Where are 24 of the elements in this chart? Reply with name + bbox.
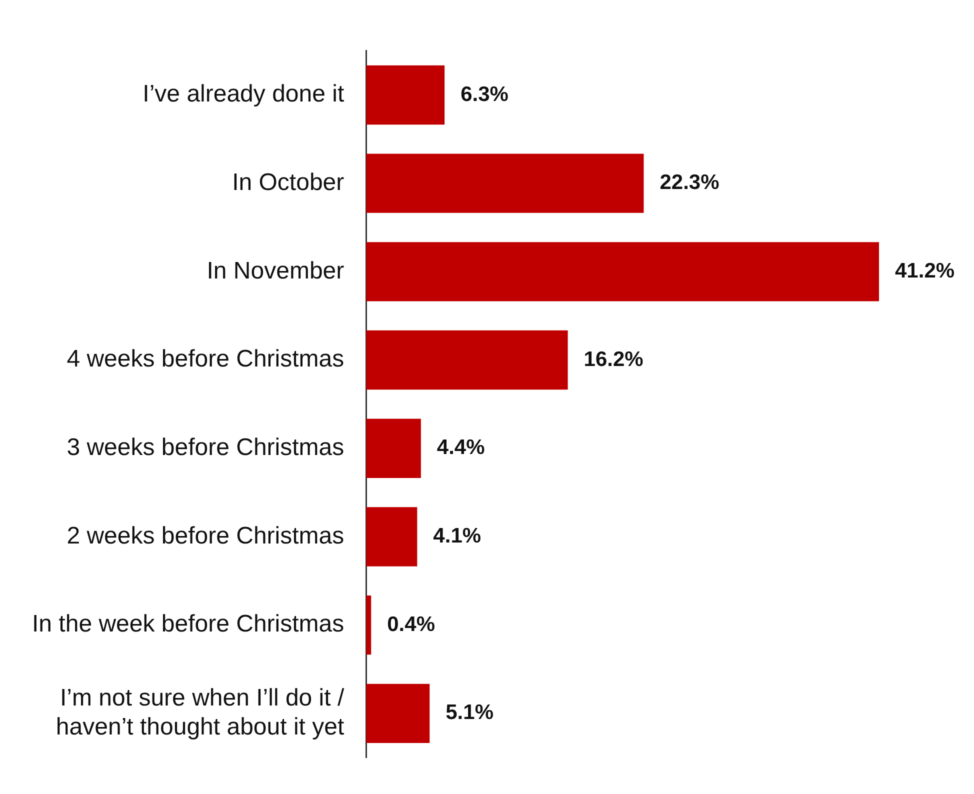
bar — [366, 65, 445, 125]
y-tick-label: I’m not sure when I’ll do it / haven’t thought about it yet — [56, 684, 344, 740]
bar — [366, 595, 372, 655]
data-label: 4.4% — [436, 436, 486, 460]
data-label: 6.3% — [460, 82, 509, 106]
data-label: 22.3% — [660, 171, 720, 194]
data-label: 16.2% — [584, 348, 644, 371]
y-tick-label: In the week before Christmas — [32, 610, 344, 638]
data-label: 0.4% — [387, 612, 436, 636]
y-tick-label: 2 weeks before Christmas — [66, 522, 344, 550]
bar — [366, 242, 879, 302]
y-tick-label: In November — [206, 257, 344, 284]
data-label: 4.1% — [433, 524, 482, 548]
y-tick-label: 3 weeks before Christmas — [66, 434, 344, 461]
bar — [366, 418, 421, 478]
data-label: 5.1% — [446, 701, 494, 724]
y-tick-label: In October — [232, 168, 344, 196]
bar — [366, 154, 644, 213]
data-label: 41.2% — [895, 259, 955, 282]
bar — [366, 507, 418, 566]
bar — [366, 330, 568, 390]
bar — [366, 684, 430, 744]
y-tick-label: 4 weeks before Christmas — [66, 346, 344, 373]
y-tick-label: I’ve already done it — [142, 80, 344, 108]
